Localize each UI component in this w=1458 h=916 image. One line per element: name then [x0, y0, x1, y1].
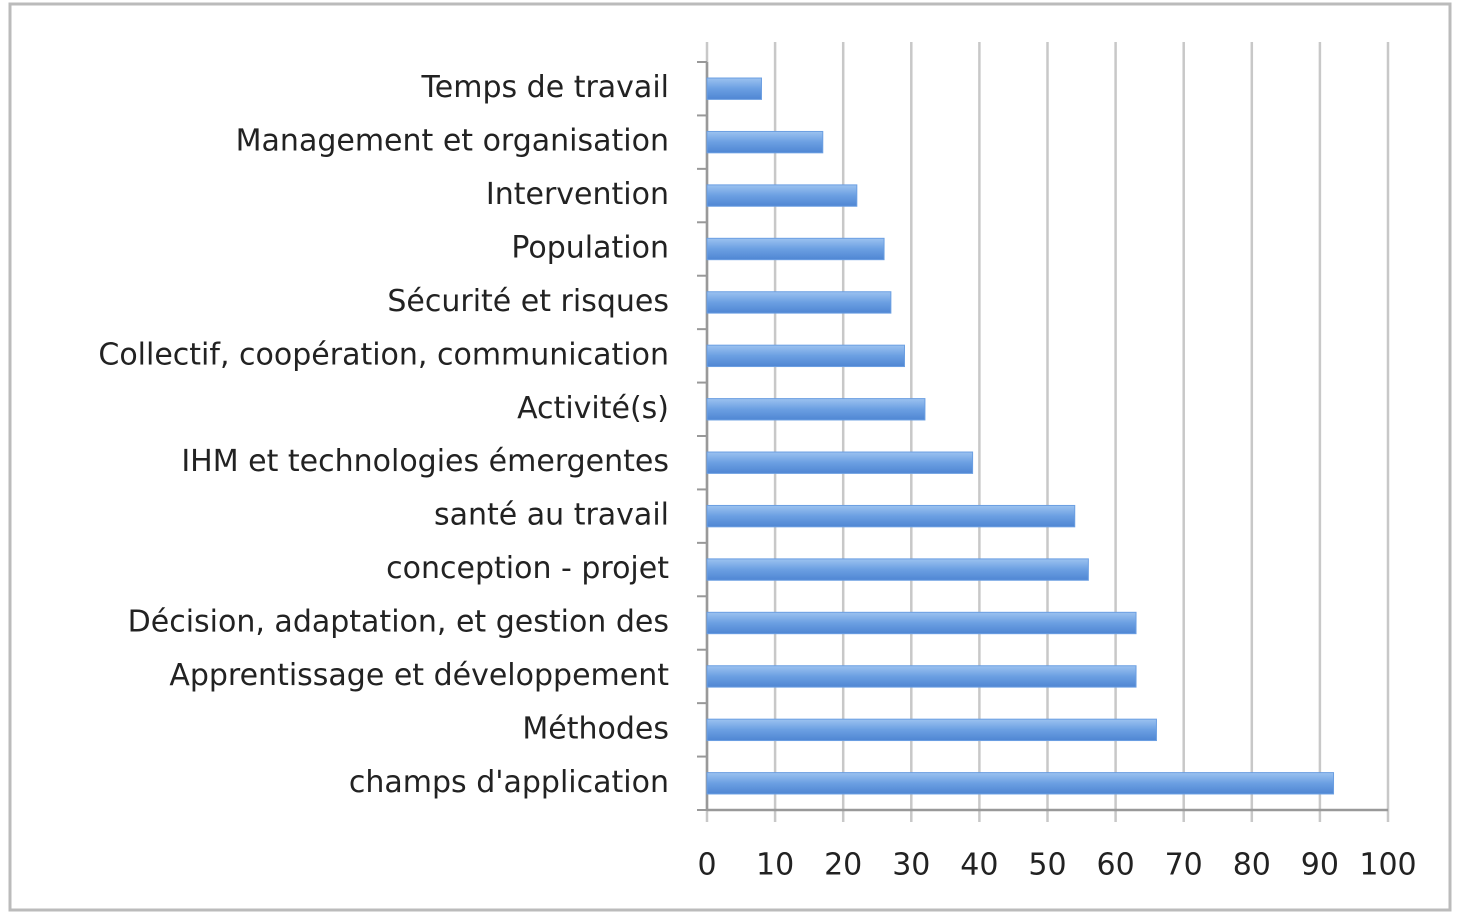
x-tick-label: 0: [697, 848, 716, 883]
y-tick-label: Activité(s): [517, 391, 669, 426]
x-tick-label: 60: [1097, 848, 1135, 883]
x-tick-label: 100: [1359, 848, 1416, 883]
y-tick-label: Collectif, coopération, communication: [98, 337, 669, 372]
y-tick-label: Population: [511, 231, 669, 266]
x-tick-label: 90: [1301, 848, 1339, 883]
y-tick-label: IHM et technologies émergentes: [181, 444, 669, 479]
bar: [706, 398, 926, 421]
bar: [706, 77, 762, 100]
x-tick-label: 30: [892, 848, 930, 883]
y-tick-label: santé au travail: [434, 498, 669, 533]
y-tick-label: Apprentissage et développement: [169, 658, 669, 693]
bar: [706, 344, 905, 368]
bar: [706, 558, 1089, 581]
y-tick-label: Intervention: [486, 177, 669, 212]
bar: [706, 718, 1157, 742]
x-tick-label: 80: [1233, 848, 1271, 883]
bar: [706, 451, 974, 474]
bar: [706, 772, 1335, 795]
y-tick-label: Décision, adaptation, et gestion des: [128, 605, 669, 640]
x-tick-label: 70: [1165, 848, 1203, 883]
y-tick-label: Méthodes: [522, 711, 669, 746]
x-tick-label: 20: [824, 848, 862, 883]
bar: [706, 291, 892, 314]
y-tick-label: Management et organisation: [236, 124, 669, 159]
bar: [706, 130, 824, 154]
bar: [706, 237, 885, 261]
x-tick-label: 40: [960, 848, 998, 883]
y-tick-label: conception - projet: [386, 551, 669, 586]
bar: [706, 504, 1076, 528]
bar: [706, 611, 1137, 635]
bar: [706, 184, 858, 207]
x-tick-label: 50: [1028, 848, 1066, 883]
y-tick-label: champs d'application: [349, 765, 669, 800]
y-tick-label: Sécurité et risques: [387, 284, 669, 319]
x-tick-label: 10: [756, 848, 794, 883]
bar: [706, 665, 1137, 688]
y-tick-label: Temps de travail: [421, 70, 669, 105]
